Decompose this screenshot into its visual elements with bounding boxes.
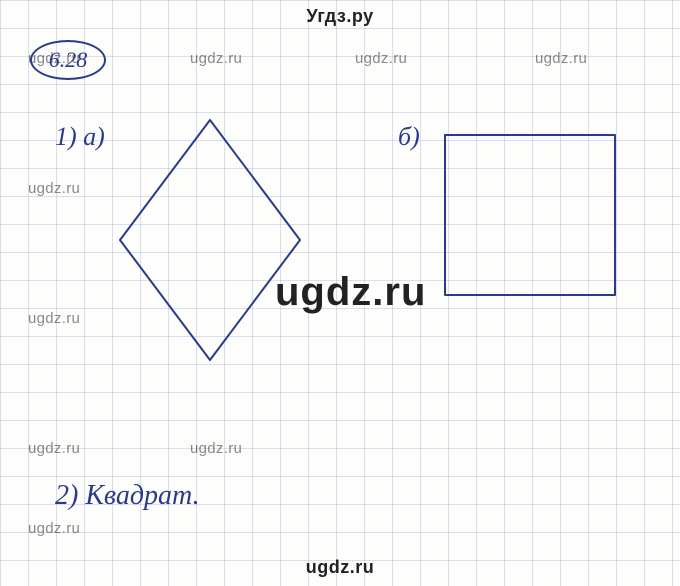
watermark: ugdz.ru (355, 50, 407, 67)
label-part-b: б) (398, 122, 420, 152)
rhombus-shape (110, 110, 310, 370)
watermark: ugdz.ru (535, 50, 587, 67)
square-rect (445, 135, 615, 295)
watermark: ugdz.ru (28, 520, 80, 537)
exercise-number-badge: 6.28 (30, 40, 106, 80)
exercise-number: 6.28 (49, 47, 88, 73)
rhombus-polygon (120, 120, 300, 360)
label-part2: 2) Квадрат. (55, 480, 200, 512)
site-header: Угдз.ру (0, 6, 680, 27)
page-root: { "header": { "site": "Угдз.ру" }, "foot… (0, 0, 680, 586)
square-shape (440, 130, 620, 300)
site-footer: ugdz.ru (0, 557, 680, 578)
watermark: ugdz.ru (28, 310, 80, 327)
watermark: ugdz.ru (190, 50, 242, 67)
watermark: ugdz.ru (28, 440, 80, 457)
watermark: ugdz.ru (190, 440, 242, 457)
label-part1-a: 1) а) (55, 122, 105, 152)
watermark: ugdz.ru (28, 180, 80, 197)
